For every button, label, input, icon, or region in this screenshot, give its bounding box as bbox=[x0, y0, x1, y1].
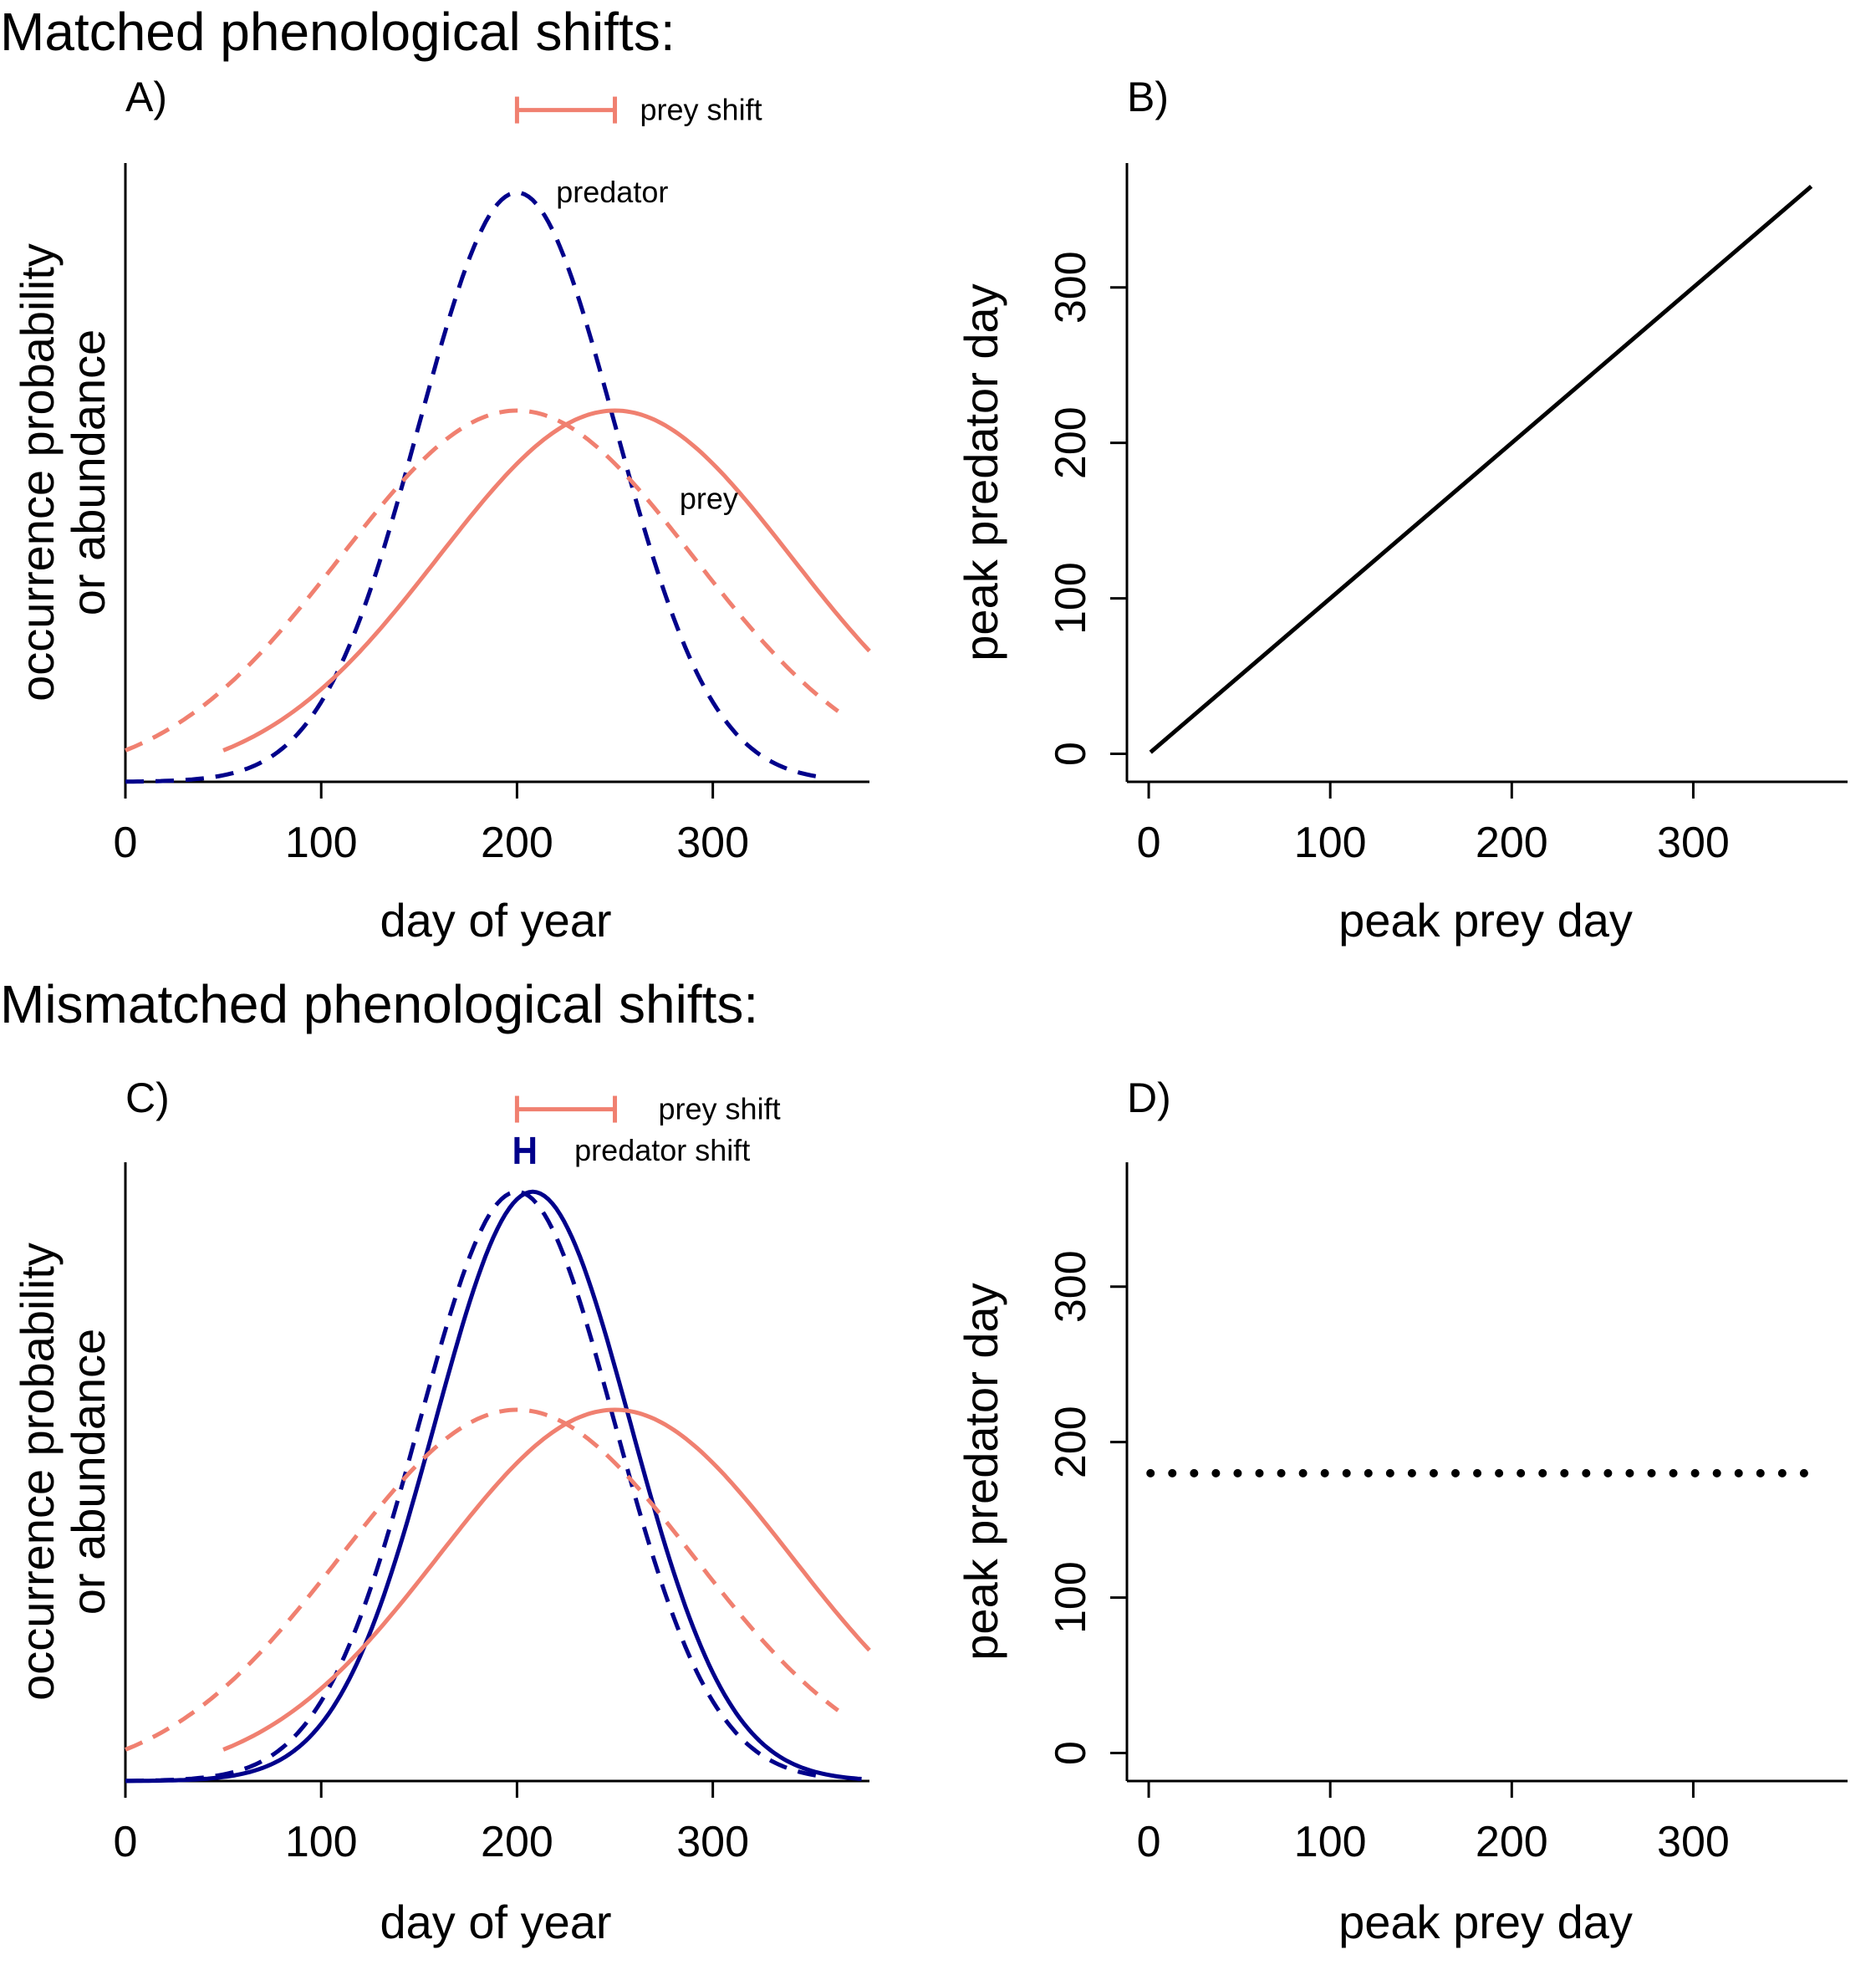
x-tick-label: 0 bbox=[114, 1818, 138, 1866]
scatter-point bbox=[1190, 1468, 1199, 1478]
scatter-point bbox=[1517, 1468, 1526, 1478]
prey-solid-curve bbox=[222, 408, 871, 753]
scatter-point bbox=[1712, 1468, 1721, 1478]
y-tick-label: 200 bbox=[1047, 1406, 1095, 1478]
scatter-point bbox=[1777, 1468, 1787, 1478]
x-tick-label: 100 bbox=[285, 1818, 358, 1866]
x-tick-label: 0 bbox=[1137, 819, 1161, 867]
y-axis-label: peak predator day bbox=[955, 283, 1007, 661]
scatter-point bbox=[1385, 1468, 1394, 1478]
y-axis-label-line1: occurrence probability bbox=[11, 1243, 64, 1701]
scatter-point bbox=[1495, 1468, 1504, 1478]
prey-solid-curve bbox=[222, 1407, 871, 1752]
scatter-point bbox=[1277, 1468, 1286, 1478]
predator-dashed-curve bbox=[125, 190, 819, 784]
scatter-point bbox=[1146, 1468, 1155, 1478]
prey-shift-label: prey shift bbox=[659, 1092, 781, 1126]
y-tick-label: 300 bbox=[1047, 251, 1095, 324]
scatter-point bbox=[1669, 1468, 1678, 1478]
scatter-point bbox=[1298, 1468, 1308, 1478]
scatter-point bbox=[1342, 1468, 1351, 1478]
scatter-point bbox=[1603, 1468, 1613, 1478]
y-tick-label: 100 bbox=[1047, 1561, 1095, 1634]
scatter-point bbox=[1734, 1468, 1743, 1478]
x-axis-label: day of year bbox=[380, 1896, 611, 1948]
predator-shift-label: predator shift bbox=[574, 1133, 750, 1167]
scatter-point bbox=[1647, 1468, 1656, 1478]
x-tick-label: 300 bbox=[1657, 1818, 1730, 1866]
x-tick-label: 100 bbox=[1294, 819, 1367, 867]
x-tick-label: 200 bbox=[481, 1818, 553, 1866]
scatter-point bbox=[1690, 1468, 1700, 1478]
scatter-point bbox=[1756, 1468, 1765, 1478]
y-tick-label: 0 bbox=[1047, 1741, 1095, 1765]
scatter-point bbox=[1473, 1468, 1482, 1478]
y-axis-label: peak predator day bbox=[955, 1283, 1007, 1660]
scatter-point bbox=[1168, 1468, 1177, 1478]
panel-label: C) bbox=[125, 1074, 170, 1121]
x-tick-label: 200 bbox=[481, 819, 553, 867]
x-axis-label: day of year bbox=[380, 894, 611, 947]
y-tick-label: 200 bbox=[1047, 406, 1095, 479]
scatter-point bbox=[1255, 1468, 1264, 1478]
scatter-point bbox=[1799, 1468, 1808, 1478]
panel-d: D) 0 100 200 300 0 100 200 300 peak prey day peak … bbox=[955, 1074, 1848, 1948]
predator-solid-curve bbox=[125, 1189, 862, 1784]
y-axis-label-line1: occurrence probability bbox=[11, 243, 64, 702]
panel-label: A) bbox=[125, 74, 167, 120]
y-tick-label: 100 bbox=[1047, 562, 1095, 635]
curve-label: predator bbox=[556, 175, 668, 209]
scatter-point bbox=[1582, 1468, 1591, 1478]
x-axis-label: peak prey day bbox=[1338, 1896, 1633, 1948]
x-tick-label: 100 bbox=[1294, 1818, 1367, 1866]
x-tick-label: 300 bbox=[676, 819, 749, 867]
x-tick-label: 0 bbox=[1137, 1818, 1161, 1866]
curve-label: prey bbox=[680, 482, 738, 516]
scatter-point bbox=[1407, 1468, 1416, 1478]
scatter-point bbox=[1538, 1468, 1547, 1478]
panel-c: C) 0 100 200 300 day of year occurrence probab… bbox=[11, 1074, 871, 1948]
x-tick-label: 200 bbox=[1476, 819, 1548, 867]
y-tick-label: 0 bbox=[1047, 742, 1095, 766]
scatter-point bbox=[1364, 1468, 1373, 1478]
scatter-point bbox=[1625, 1468, 1634, 1478]
prey-shift-label: prey shift bbox=[640, 93, 762, 127]
y-tick-label: 300 bbox=[1047, 1250, 1095, 1323]
predator-vs-prey-line bbox=[1149, 184, 1813, 754]
panel-a: A) 0 100 200 300 day of year occurrence probab… bbox=[11, 74, 871, 947]
prey-dashed-curve bbox=[125, 408, 839, 753]
scatter-point bbox=[1451, 1468, 1461, 1478]
scatter-point bbox=[1211, 1468, 1221, 1478]
panel-label: D) bbox=[1127, 1074, 1171, 1121]
prey-dashed-curve bbox=[125, 1407, 839, 1752]
x-tick-label: 200 bbox=[1476, 1818, 1548, 1866]
y-axis-label-line2: or abundance bbox=[62, 1329, 115, 1615]
scatter-point bbox=[1320, 1468, 1329, 1478]
x-tick-label: 0 bbox=[114, 819, 138, 867]
matched-section-title: Matched phenological shifts: bbox=[0, 2, 675, 62]
panel-b: B) 0 100 200 300 0 100 200 300 peak prey day peak … bbox=[955, 74, 1848, 947]
x-tick-label: 300 bbox=[676, 1818, 749, 1866]
x-tick-label: 300 bbox=[1657, 819, 1730, 867]
mismatched-section-title: Mismatched phenological shifts: bbox=[0, 974, 758, 1034]
predator-dashed-curve bbox=[125, 1189, 819, 1784]
scatter-point bbox=[1429, 1468, 1438, 1478]
y-axis-label-line2: or abundance bbox=[62, 329, 115, 616]
x-axis-label: peak prey day bbox=[1338, 894, 1633, 947]
panel-label: B) bbox=[1127, 74, 1169, 120]
scatter-point bbox=[1560, 1468, 1569, 1478]
x-tick-label: 100 bbox=[285, 819, 358, 867]
scatter-point bbox=[1233, 1468, 1242, 1478]
